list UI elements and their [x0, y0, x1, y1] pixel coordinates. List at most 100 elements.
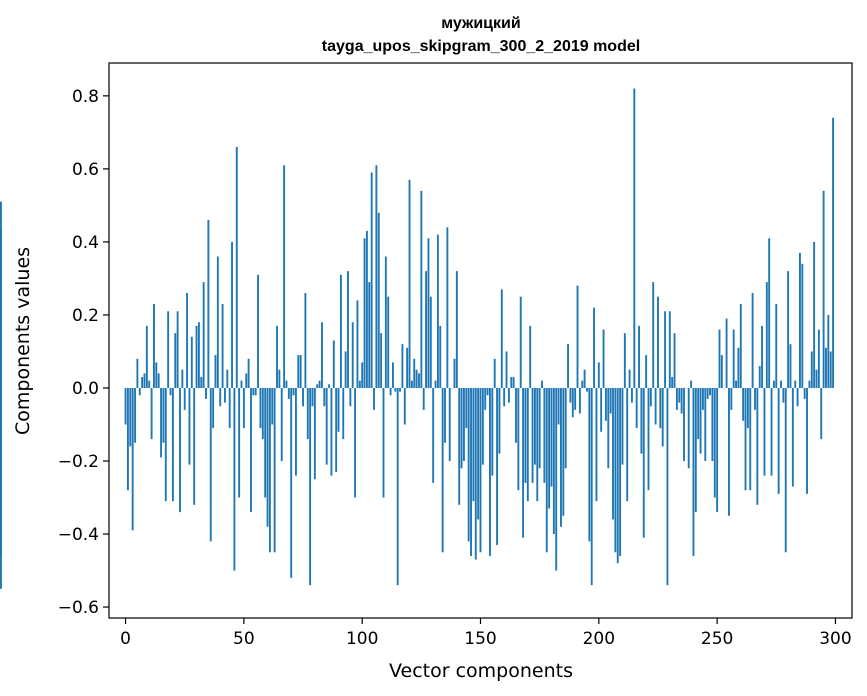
bar	[657, 296, 659, 388]
bar	[153, 303, 155, 388]
bar	[735, 380, 737, 388]
bar	[276, 325, 278, 388]
x-axis-label: Vector components	[389, 660, 573, 682]
bar	[280, 387, 283, 461]
bar	[772, 380, 775, 388]
bar	[640, 387, 643, 454]
bar	[470, 387, 472, 556]
bar	[642, 387, 645, 538]
bar	[356, 300, 359, 388]
bar	[524, 387, 527, 483]
bar	[621, 387, 624, 465]
bar	[332, 340, 335, 388]
bar	[673, 333, 676, 388]
bar	[131, 387, 134, 531]
bar	[188, 387, 191, 465]
bar	[247, 358, 250, 388]
bar	[129, 387, 132, 447]
bar	[517, 387, 520, 491]
bar	[325, 387, 328, 465]
bar	[533, 387, 536, 465]
y-axis-ticks: −0.6 −0.4 −0.2 0.0 0.2 0.4 0.6 0.8	[58, 87, 109, 618]
bar	[742, 387, 745, 421]
bar	[226, 369, 229, 388]
bar	[543, 387, 546, 483]
bar	[259, 387, 262, 429]
bar	[541, 380, 543, 388]
bar	[675, 387, 678, 410]
bar	[351, 322, 354, 388]
bar	[448, 387, 451, 461]
bar	[659, 387, 662, 429]
y-tick-label: 0.0	[72, 379, 99, 399]
bar	[254, 387, 257, 396]
bar	[399, 387, 401, 392]
bar	[555, 387, 558, 571]
bar	[318, 380, 321, 388]
y-tick-label: −0.2	[58, 452, 99, 472]
bar	[626, 387, 629, 502]
bar	[207, 220, 210, 388]
bar	[418, 373, 420, 388]
bar	[754, 387, 756, 410]
bar	[552, 387, 555, 535]
bar	[645, 355, 648, 388]
bar	[472, 387, 475, 502]
bar	[373, 387, 375, 410]
bar	[380, 333, 383, 388]
bar	[616, 387, 619, 564]
bar	[425, 271, 428, 388]
bar	[690, 380, 693, 388]
bar	[434, 380, 437, 388]
bar	[683, 387, 685, 461]
bar	[562, 387, 565, 516]
bar	[687, 387, 690, 469]
bar	[803, 387, 806, 399]
chart-title: мужицкий	[441, 15, 520, 32]
bar	[545, 387, 548, 553]
bar	[0, 267, 2, 388]
bar	[250, 387, 252, 513]
x-tick-label: 0	[120, 629, 131, 649]
bar	[730, 387, 733, 410]
bar	[697, 387, 700, 440]
bar	[145, 325, 148, 388]
bar	[368, 282, 371, 388]
bar	[179, 387, 181, 513]
bar	[510, 377, 513, 388]
bar	[808, 380, 811, 388]
bar	[574, 387, 577, 410]
bar	[436, 234, 439, 388]
bar	[214, 355, 217, 388]
bar	[661, 387, 664, 447]
bar	[444, 387, 446, 443]
bar	[171, 387, 174, 502]
bar	[245, 373, 248, 388]
x-tick-label: 200	[583, 629, 615, 649]
bar	[666, 387, 669, 586]
bar	[635, 387, 638, 429]
bar	[588, 387, 591, 542]
bar	[157, 373, 160, 388]
bar	[420, 190, 423, 388]
bar	[668, 311, 671, 388]
bar	[221, 303, 224, 388]
bar	[789, 344, 792, 388]
bar	[401, 344, 404, 388]
bar	[474, 387, 477, 560]
bar	[410, 380, 413, 388]
bar	[692, 387, 695, 556]
bar	[699, 387, 702, 454]
bar	[415, 369, 418, 388]
bar	[720, 355, 723, 388]
bar	[756, 387, 759, 505]
bar	[614, 387, 617, 553]
bar	[820, 387, 823, 440]
bar	[164, 387, 167, 502]
y-tick-label: −0.4	[58, 525, 99, 545]
bar	[261, 387, 264, 440]
bar	[323, 387, 326, 407]
bar	[446, 227, 449, 388]
bar	[567, 344, 569, 388]
